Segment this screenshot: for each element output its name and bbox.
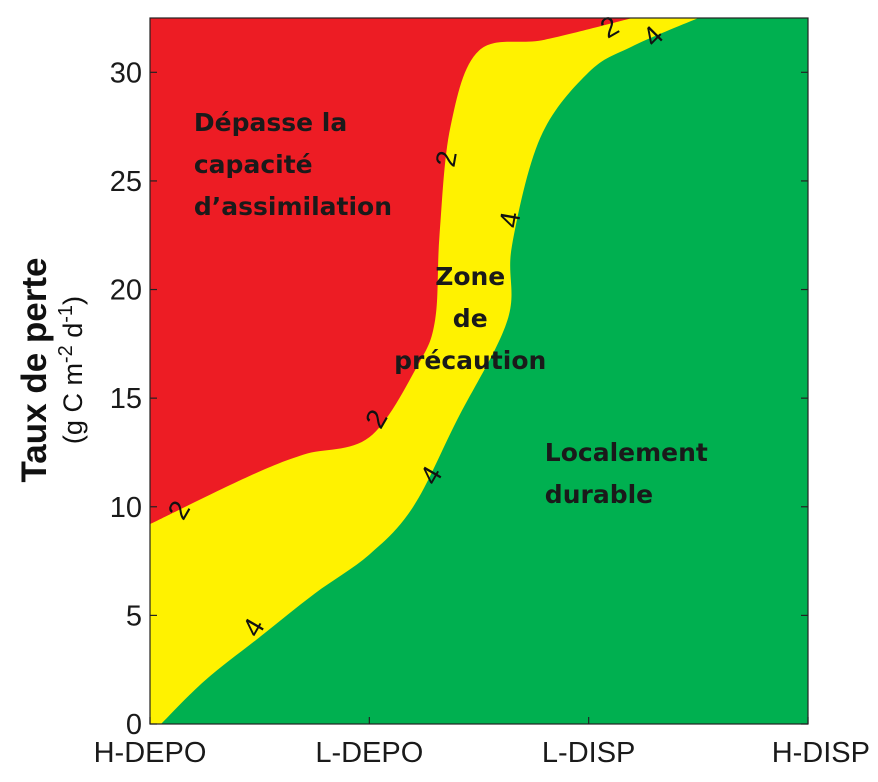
- y-tick-label: 10: [110, 492, 142, 524]
- region-label-line: de: [453, 304, 488, 333]
- region-label-line: d’assimilation: [194, 192, 392, 221]
- contour-label-4: 4: [493, 209, 526, 230]
- y-tick-label: 30: [110, 57, 142, 89]
- axes: 0 5 10 15 20 25 30 H-DEPO L-DEPO L-DISP H-DISP: [94, 17, 870, 769]
- region-label-line: capacité: [194, 150, 313, 179]
- y-tick-label: 0: [126, 709, 142, 741]
- y-tick-label: 20: [110, 275, 142, 307]
- x-tick-label: L-DISP: [542, 737, 635, 769]
- x-tick-label: L-DEPO: [315, 737, 423, 769]
- y-axis-units-part: -2: [55, 345, 77, 363]
- region-label-line: Dépasse la: [194, 108, 347, 137]
- plot-area: [150, 18, 808, 724]
- contour-label-2: 2: [430, 148, 463, 169]
- region-label-line: Localement: [545, 438, 708, 467]
- region-label-over: Dépasse la capacité d’assimilation: [194, 108, 392, 221]
- y-axis-units-part: d: [58, 323, 88, 346]
- plot-frame: [149, 17, 809, 725]
- y-axis-title: Taux de perte (g C m-2 d-1): [15, 258, 88, 483]
- region-label-precaution: Zone de précaution: [394, 262, 546, 375]
- y-tick-label: 5: [126, 600, 142, 632]
- region-label-line: précaution: [394, 346, 546, 375]
- region-label-sustainable: Localement durable: [545, 438, 708, 509]
- region-sustainable: [160, 18, 808, 724]
- y-axis-units: (g C m-2 d-1): [55, 296, 88, 444]
- y-axis-label: Taux de perte: [15, 258, 54, 483]
- region-label-line: Zone: [435, 262, 505, 291]
- x-tick-label: H-DEPO: [94, 737, 207, 769]
- y-tick-label: 25: [110, 166, 142, 198]
- region-label-line: durable: [545, 480, 653, 509]
- y-tick-label: 15: [110, 383, 142, 415]
- x-tick-label: H-DISP: [772, 737, 870, 769]
- y-axis-units-part: ): [58, 296, 88, 305]
- region-labels: Dépasse la capacité d’assimilation Zone de pr…: [194, 108, 708, 509]
- y-axis-units-part: (g C m: [58, 363, 88, 444]
- y-axis-units-part: -1: [55, 305, 77, 323]
